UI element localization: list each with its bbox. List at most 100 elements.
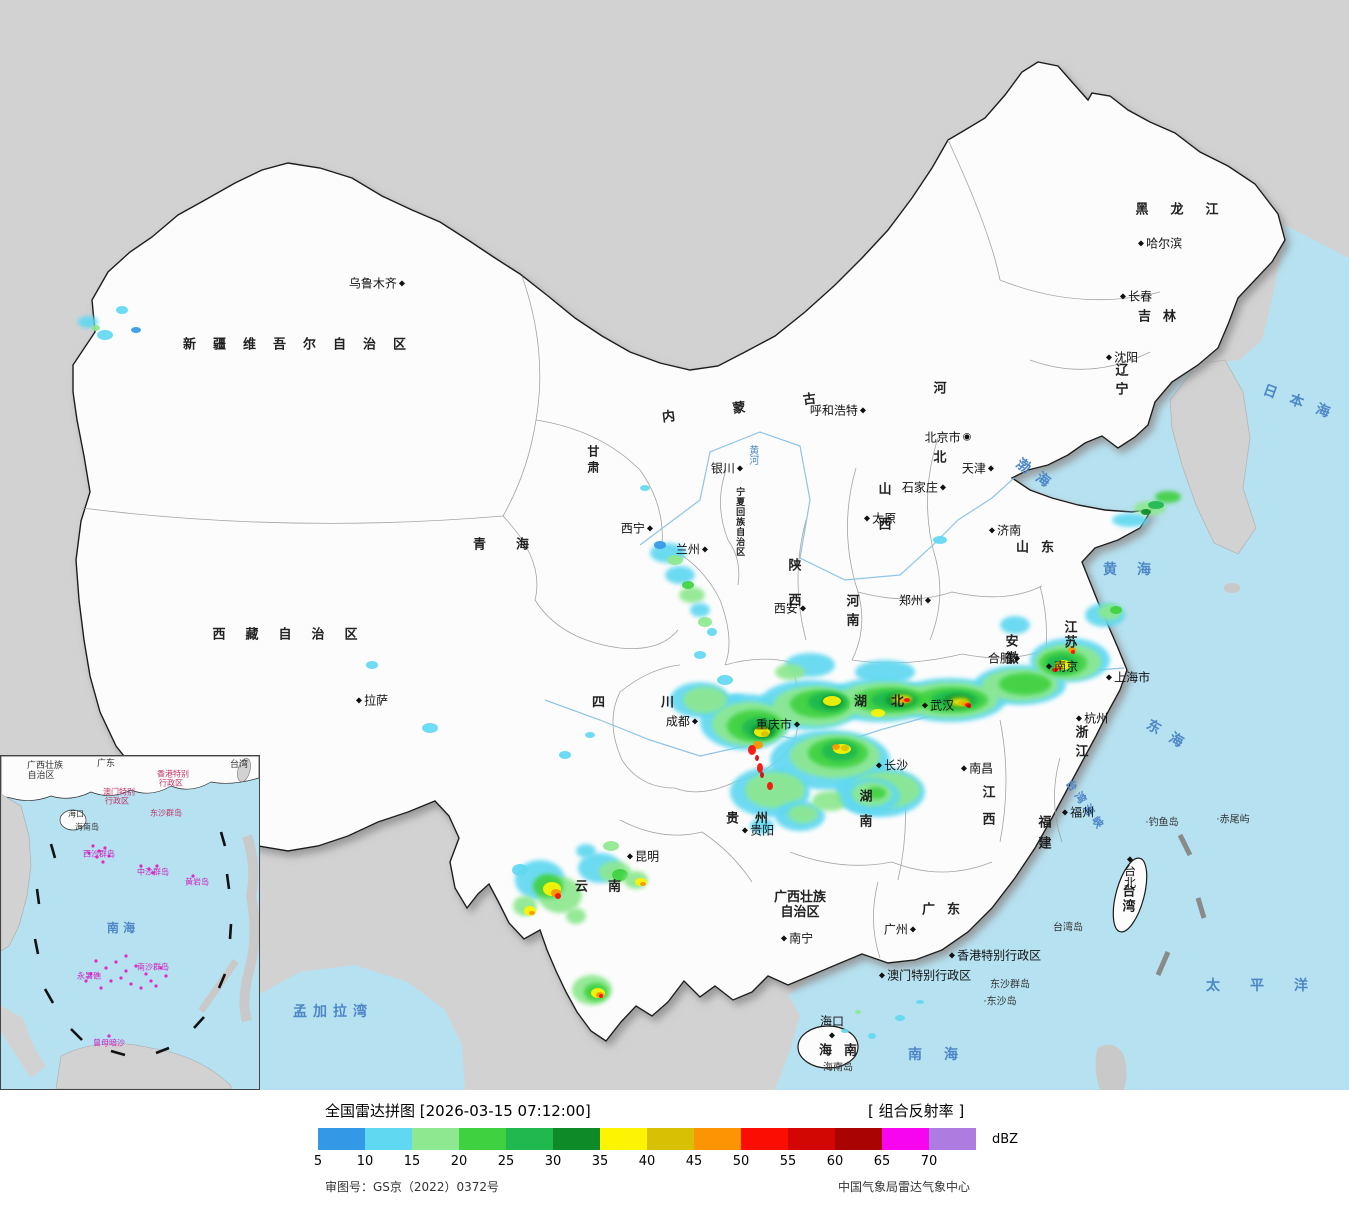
legend-color-step: [835, 1128, 882, 1150]
radar-echo: [855, 660, 915, 684]
radar-echo: [524, 906, 536, 916]
radar-echo: [750, 818, 774, 834]
radar-echo: [868, 1033, 876, 1039]
inset-vietnam: [1, 793, 32, 952]
radar-echo: [555, 893, 561, 899]
radar-echo: [841, 745, 849, 751]
radar-echo: [967, 704, 971, 708]
product-label: [ 组合反射率 ]: [868, 1102, 965, 1120]
approval-number: 审图号：GS京（2022）0372号: [325, 1180, 499, 1194]
radar-echo: [748, 745, 756, 755]
island-dot: [149, 979, 153, 983]
island-dot: [107, 1034, 111, 1038]
inset-sea: [1, 756, 259, 1089]
legend-tick-label: 5: [313, 1154, 323, 1169]
legend-color-step: [647, 1128, 694, 1150]
jeju-island: [1224, 583, 1240, 593]
island-dot: [94, 959, 98, 963]
inset-label: 海南岛: [75, 822, 99, 832]
island-dot: [124, 954, 128, 958]
radar-echo: [767, 782, 773, 790]
legend-color-step: [882, 1128, 929, 1150]
dbz-colorbar: [318, 1128, 976, 1150]
radar-echo: [707, 628, 717, 636]
inset-china-coast: [1, 756, 259, 801]
island-dot: [119, 976, 123, 980]
legend-color-step: [600, 1128, 647, 1150]
inset-svg: [1, 756, 259, 1089]
legend-color-step: [318, 1128, 365, 1150]
radar-echo: [761, 731, 769, 737]
radar-echo: [694, 651, 706, 659]
inset-label: 行政区: [105, 796, 129, 806]
radar-echo: [1112, 513, 1148, 527]
island-dot: [99, 986, 103, 990]
island-dot: [159, 966, 163, 970]
radar-echo: [745, 772, 805, 808]
island-dot: [147, 867, 151, 871]
hainan-island: [797, 1025, 859, 1069]
radar-echo: [841, 1029, 849, 1033]
inset-labels: 广西壮族 自治区 广东 香港特别 行政区 澳门特别 行政区 台湾 东沙群岛 海口 海南岛 西沙群岛 中沙…: [1, 756, 259, 1089]
radar-echo: [916, 1000, 924, 1004]
radar-echo: [788, 805, 818, 823]
nine-dash-line: [33, 831, 233, 1057]
legend-color-step: [788, 1128, 835, 1150]
radar-echo: [512, 864, 528, 876]
legend-color-step: [929, 1128, 976, 1150]
radar-echo: [895, 1015, 905, 1021]
legend-tick-label: 65: [873, 1154, 891, 1169]
province-borders: [81, 139, 1161, 959]
inset-label: 自治区: [27, 770, 55, 781]
radar-echo: [603, 841, 619, 851]
radar-echo: [612, 869, 628, 881]
radar-echo: [775, 664, 805, 680]
inset-hainan: [59, 809, 87, 831]
inset-taiwan: [237, 758, 251, 782]
legend-tick-label: 60: [826, 1154, 844, 1169]
island-dot: [101, 860, 105, 864]
island-dot: [134, 964, 138, 968]
radar-echo: [1110, 606, 1122, 614]
radar-echo: [904, 698, 910, 702]
island-dot: [139, 864, 143, 868]
island-dot: [91, 844, 95, 848]
taiwan-island: [1112, 857, 1148, 933]
inset-malay: [1, 1006, 46, 1078]
radar-echo: [422, 723, 438, 733]
inset-label: 东沙群岛: [150, 808, 182, 818]
island-dot: [89, 972, 93, 976]
map-title: 全国雷达拼图 [2026-03-15 07:12:00]: [325, 1102, 591, 1120]
island-dot: [164, 974, 168, 978]
inset-label: 永暑礁: [77, 971, 101, 981]
radar-echo: [599, 994, 603, 998]
legend-tick-label: 35: [591, 1154, 609, 1169]
radar-echo: [131, 327, 141, 333]
inset-label: 南沙群岛: [137, 962, 169, 972]
legend-tick-label: 70: [920, 1154, 938, 1169]
legend-tick-label: 10: [356, 1154, 374, 1169]
legend-color-step: [741, 1128, 788, 1150]
radar-echo: [999, 673, 1051, 695]
radar-echo: [78, 316, 98, 328]
island-dot: [95, 855, 99, 859]
inset-label: 南 海: [106, 921, 136, 936]
radar-echo: [755, 755, 759, 761]
luzon-island: [1095, 1044, 1127, 1090]
inset-label: 澳门特别: [103, 787, 135, 797]
radar-echo: [760, 772, 764, 778]
island-dot: [109, 979, 113, 983]
island-dot: [191, 874, 195, 878]
legend-tick-label: 30: [544, 1154, 562, 1169]
island-dot: [154, 984, 158, 988]
inset-island-dots: [84, 844, 195, 1038]
island-dot: [114, 960, 118, 964]
island-dot: [97, 849, 101, 853]
inset-label: 黄岩岛: [185, 877, 209, 887]
island-dot: [139, 986, 143, 990]
radar-echo: [585, 732, 595, 738]
radar-echo: [116, 306, 128, 314]
radar-echo: [682, 581, 694, 589]
legend-tick-label: 55: [779, 1154, 797, 1169]
